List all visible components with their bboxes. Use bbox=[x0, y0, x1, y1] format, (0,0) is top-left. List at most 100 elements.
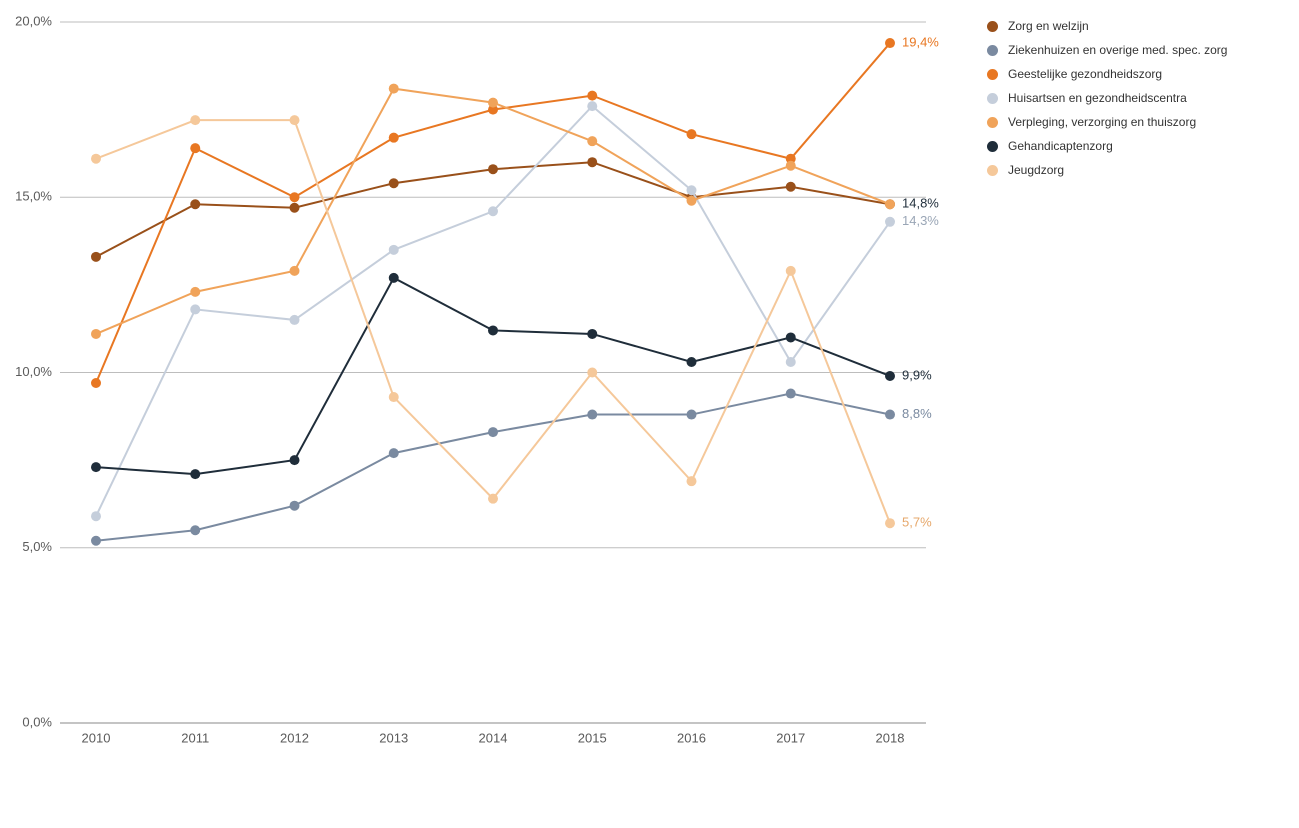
series-marker-gehandicaptenzorg bbox=[91, 462, 101, 472]
x-axis-tick-label: 2014 bbox=[479, 731, 508, 746]
series-marker-verpleging bbox=[687, 196, 697, 206]
series-marker-gehandicaptenzorg bbox=[389, 273, 399, 283]
series-marker-ziekenhuizen bbox=[885, 410, 895, 420]
series-marker-geestelijke-gezondheidszorg bbox=[885, 38, 895, 48]
series-marker-huisartsen bbox=[190, 304, 200, 314]
series-marker-verpleging bbox=[488, 98, 498, 108]
legend-item-geestelijke-gezondheidszorg: Geestelijke gezondheidszorg bbox=[987, 62, 1227, 86]
series-marker-verpleging bbox=[290, 266, 300, 276]
y-axis-tick-label: 0,0% bbox=[22, 714, 52, 729]
series-marker-geestelijke-gezondheidszorg bbox=[91, 378, 101, 388]
legend-dot-icon bbox=[987, 45, 998, 56]
series-marker-verpleging bbox=[91, 329, 101, 339]
series-marker-geestelijke-gezondheidszorg bbox=[190, 143, 200, 153]
series-line-jeugdzorg bbox=[96, 120, 890, 523]
legend-label: Jeugdzorg bbox=[1008, 163, 1064, 177]
legend-item-jeugdzorg: Jeugdzorg bbox=[987, 158, 1227, 182]
series-line-gehandicaptenzorg bbox=[96, 278, 890, 474]
legend-item-ziekenhuizen: Ziekenhuizen en overige med. spec. zorg bbox=[987, 38, 1227, 62]
series-marker-gehandicaptenzorg bbox=[488, 325, 498, 335]
series-marker-jeugdzorg bbox=[488, 494, 498, 504]
series-marker-jeugdzorg bbox=[389, 392, 399, 402]
series-end-label-zorg-en-welzijn: 14,8% bbox=[902, 196, 939, 211]
series-marker-geestelijke-gezondheidszorg bbox=[687, 129, 697, 139]
series-marker-ziekenhuizen bbox=[587, 410, 597, 420]
series-end-label-huisartsen: 14,3% bbox=[902, 213, 939, 228]
legend-dot-icon bbox=[987, 69, 998, 80]
legend-item-verpleging: Verpleging, verzorging en thuiszorg bbox=[987, 110, 1227, 134]
series-marker-gehandicaptenzorg bbox=[587, 329, 597, 339]
series-marker-zorg-en-welzijn bbox=[91, 252, 101, 262]
series-marker-huisartsen bbox=[786, 357, 796, 367]
y-axis-tick-label: 5,0% bbox=[22, 539, 52, 554]
legend-item-zorg-en-welzijn: Zorg en welzijn bbox=[987, 14, 1227, 38]
series-marker-verpleging bbox=[885, 199, 895, 209]
legend-label: Geestelijke gezondheidszorg bbox=[1008, 67, 1162, 81]
series-marker-zorg-en-welzijn bbox=[190, 199, 200, 209]
legend-dot-icon bbox=[987, 93, 998, 104]
series-marker-huisartsen bbox=[488, 206, 498, 216]
series-end-label-jeugdzorg: 5,7% bbox=[902, 515, 932, 530]
legend-label: Gehandicaptenzorg bbox=[1008, 139, 1113, 153]
y-axis-tick-label: 15,0% bbox=[15, 189, 52, 204]
series-end-label-geestelijke-gezondheidszorg: 19,4% bbox=[902, 34, 939, 49]
series-marker-geestelijke-gezondheidszorg bbox=[290, 192, 300, 202]
legend: Zorg en welzijn Ziekenhuizen en overige m… bbox=[987, 14, 1227, 182]
series-marker-ziekenhuizen bbox=[190, 525, 200, 535]
series-marker-ziekenhuizen bbox=[687, 410, 697, 420]
series-marker-ziekenhuizen bbox=[786, 389, 796, 399]
legend-item-huisartsen: Huisartsen en gezondheidscentra bbox=[987, 86, 1227, 110]
series-marker-huisartsen bbox=[687, 185, 697, 195]
series-line-ziekenhuizen bbox=[96, 394, 890, 541]
legend-label: Zorg en welzijn bbox=[1008, 19, 1089, 33]
series-marker-gehandicaptenzorg bbox=[786, 332, 796, 342]
y-axis-tick-label: 10,0% bbox=[15, 364, 52, 379]
series-marker-gehandicaptenzorg bbox=[687, 357, 697, 367]
series-marker-verpleging bbox=[786, 161, 796, 171]
series-marker-zorg-en-welzijn bbox=[488, 164, 498, 174]
chart-page: 0,0% 5,0% 10,0% 15,0% 20,0% 2010 2011 2012 2013 2… bbox=[0, 0, 1299, 828]
series-marker-zorg-en-welzijn bbox=[389, 178, 399, 188]
legend-dot-icon bbox=[987, 165, 998, 176]
x-axis-tick-label: 2015 bbox=[578, 731, 607, 746]
x-axis-tick-label: 2012 bbox=[280, 731, 309, 746]
series-marker-gehandicaptenzorg bbox=[885, 371, 895, 381]
legend-dot-icon bbox=[987, 21, 998, 32]
legend-item-gehandicaptenzorg: Gehandicaptenzorg bbox=[987, 134, 1227, 158]
series-marker-huisartsen bbox=[587, 101, 597, 111]
series-marker-huisartsen bbox=[885, 217, 895, 227]
series-marker-jeugdzorg bbox=[786, 266, 796, 276]
x-axis-tick-label: 2011 bbox=[181, 731, 209, 746]
series-marker-geestelijke-gezondheidszorg bbox=[389, 133, 399, 143]
series-marker-jeugdzorg bbox=[587, 368, 597, 378]
series-marker-ziekenhuizen bbox=[290, 501, 300, 511]
x-axis-tick-label: 2018 bbox=[876, 731, 905, 746]
series-end-label-ziekenhuizen: 8,8% bbox=[902, 406, 932, 421]
x-axis-tick-label: 2010 bbox=[82, 731, 111, 746]
series-marker-ziekenhuizen bbox=[91, 536, 101, 546]
series-marker-verpleging bbox=[389, 84, 399, 94]
series-marker-jeugdzorg bbox=[91, 154, 101, 164]
series-marker-jeugdzorg bbox=[885, 518, 895, 528]
series-marker-ziekenhuizen bbox=[389, 448, 399, 458]
series-marker-gehandicaptenzorg bbox=[290, 455, 300, 465]
x-axis-tick-label: 2017 bbox=[776, 731, 805, 746]
series-marker-zorg-en-welzijn bbox=[290, 203, 300, 213]
series-marker-zorg-en-welzijn bbox=[786, 182, 796, 192]
series-marker-huisartsen bbox=[290, 315, 300, 325]
x-axis-tick-label: 2016 bbox=[677, 731, 706, 746]
series-marker-zorg-en-welzijn bbox=[587, 157, 597, 167]
series-end-label-gehandicaptenzorg: 9,9% bbox=[902, 367, 932, 382]
y-axis-tick-label: 20,0% bbox=[15, 13, 52, 28]
series-marker-verpleging bbox=[190, 287, 200, 297]
series-marker-jeugdzorg bbox=[687, 476, 697, 486]
legend-label: Verpleging, verzorging en thuiszorg bbox=[1008, 115, 1196, 129]
x-axis-tick-label: 2013 bbox=[379, 731, 408, 746]
series-marker-huisartsen bbox=[389, 245, 399, 255]
legend-dot-icon bbox=[987, 141, 998, 152]
series-marker-jeugdzorg bbox=[190, 115, 200, 125]
series-marker-ziekenhuizen bbox=[488, 427, 498, 437]
series-marker-verpleging bbox=[587, 136, 597, 146]
series-marker-gehandicaptenzorg bbox=[190, 469, 200, 479]
legend-label: Huisartsen en gezondheidscentra bbox=[1008, 91, 1187, 105]
